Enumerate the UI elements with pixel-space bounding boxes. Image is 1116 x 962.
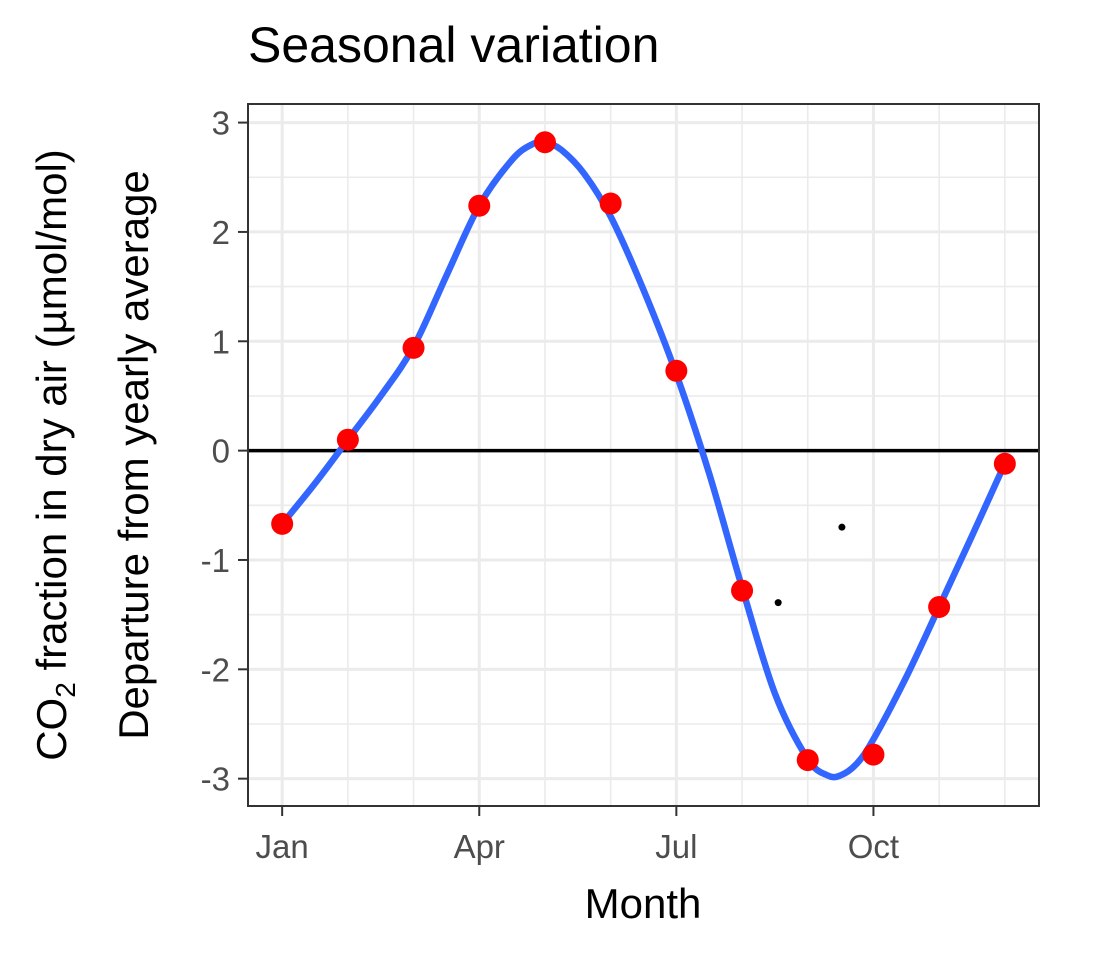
small-dots: [774, 523, 846, 607]
data-point: [862, 743, 885, 766]
data-point: [665, 359, 688, 382]
data-point: [336, 428, 359, 451]
y-axis-title-prefix: CO: [28, 698, 75, 761]
small-dot: [774, 599, 782, 607]
data-point: [271, 512, 294, 535]
y-axis-title-subscript: 2: [50, 682, 81, 698]
y-tick-label: 0: [212, 433, 230, 470]
data-point: [731, 579, 754, 602]
data-point: [533, 131, 556, 154]
x-tick-label: Jul: [655, 828, 697, 865]
x-tick-label: Oct: [848, 828, 899, 865]
y-tick-label: -2: [201, 651, 230, 688]
y-axis-title-suffix: fraction in dry air (µmol/mol): [28, 149, 75, 682]
small-dot: [838, 523, 846, 531]
data-point: [993, 452, 1016, 475]
monthly-points: [271, 131, 1016, 772]
data-point: [468, 194, 491, 217]
x-axis: Jan Apr Jul Oct: [256, 806, 899, 865]
y-axis: 3 2 1 0 -1 -2 -3: [201, 105, 248, 798]
panel-border: [247, 103, 1040, 807]
data-point: [402, 336, 425, 359]
y-tick-label: -3: [201, 761, 230, 798]
data-point: [599, 192, 622, 215]
x-axis-title: Month: [585, 880, 702, 927]
y-tick-label: 3: [212, 105, 230, 142]
y-tick-label: -1: [201, 542, 230, 579]
y-axis-title-line-1: CO2 fraction in dry air (µmol/mol): [28, 149, 81, 761]
y-axis-title-line-2: Departure from yearly average: [110, 170, 157, 740]
chart-title: Seasonal variation: [248, 17, 659, 73]
x-tick-label: Apr: [454, 828, 505, 865]
data-point: [928, 595, 951, 618]
data-point: [796, 749, 819, 772]
y-tick-label: 1: [212, 323, 230, 360]
y-tick-label: 2: [212, 214, 230, 251]
x-tick-label: Jan: [256, 828, 309, 865]
